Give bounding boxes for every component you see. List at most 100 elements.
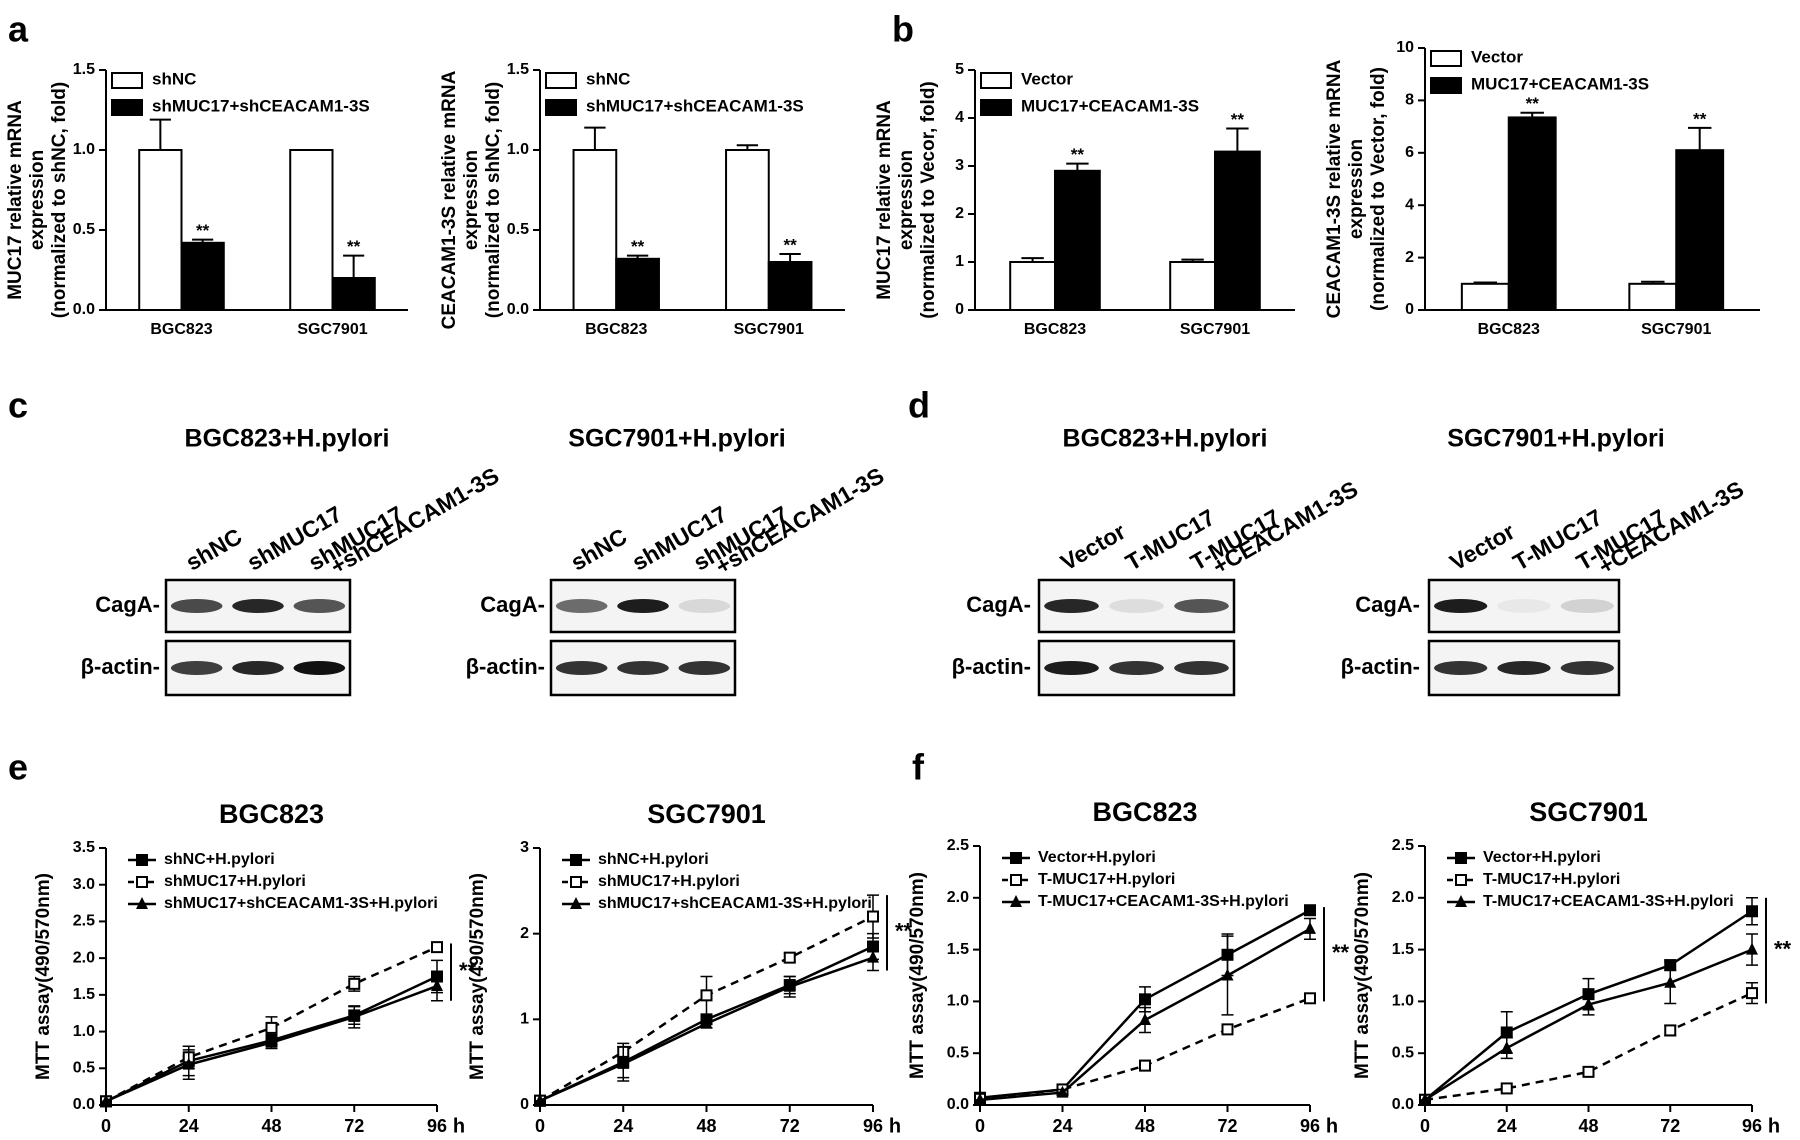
marker [1746,905,1758,918]
bar [331,277,376,311]
marker [1304,904,1316,917]
y-tick-label: 1 [955,253,964,270]
blot-band [1044,661,1099,675]
blot-band [232,661,284,675]
x-tick-label: SGC7901 [1641,321,1711,338]
y-tick-label: 0 [1405,301,1414,318]
legend-marker [570,854,582,866]
blot-band [1174,661,1229,675]
legend-label: shNC+H.pylori [598,851,709,868]
row-label: CagA- [95,592,160,617]
y-axis-label: MTT assay(490/570nm) [33,873,54,1080]
y-tick-label: 8 [1405,92,1414,109]
y-tick-label: 3 [955,157,964,174]
blot-band [1560,661,1614,675]
legend-swatch [980,99,1012,116]
error-bar [1226,127,1249,152]
legend-swatch [111,72,143,89]
legend-label: shNC+H.pylori [164,851,275,868]
error-bar [779,253,801,262]
x-tick-label: 48 [1135,1116,1155,1136]
y-tick-label: 4 [955,109,964,126]
marker [1500,1041,1513,1054]
bar [1675,149,1725,311]
error-bar [343,254,365,278]
x-tick-label: 96 [1742,1116,1762,1136]
y-tick-label: 3 [520,839,529,856]
row-label: CagA- [966,592,1031,617]
y-tick-label: 2.5 [1392,837,1414,854]
marker [1582,1065,1595,1078]
significance-label: ** [783,235,797,254]
bar [1507,116,1557,312]
legend-marker [1455,874,1467,886]
y-tick-label: 0.0 [1392,1096,1414,1113]
y-tick-label: 1.0 [73,1023,95,1040]
y-tick-label: 0.5 [947,1044,969,1061]
y-tick-label: 0.5 [507,221,529,238]
legend-marker [136,876,148,888]
y-axis-label: (normalized to Vecor, fold) [918,81,939,319]
blot-band [678,661,731,675]
x-tick-label: BGC823 [150,321,212,338]
x-unit: h [453,1115,465,1137]
chart-title: BGC823 [219,799,324,829]
x-tick-label: BGC823 [1478,321,1540,338]
bar [615,257,660,311]
bar [1460,282,1510,311]
blot-title: BGC823+H.pylori [1063,425,1268,453]
y-axis-label: CEACAM1-3S relative mRNA [1324,59,1345,318]
row-label: β-actin- [81,654,160,679]
y-axis-label: MTT assay(490/570nm) [1352,872,1373,1079]
x-unit: h [1768,1115,1780,1137]
marker [1304,992,1316,1005]
y-tick-label: 1 [520,1011,529,1028]
y-axis-label: MUC17 relative mRNA [5,100,26,300]
marker [1139,993,1151,1006]
error-bar [1066,162,1089,171]
x-tick-label: 24 [179,1116,199,1136]
x-tick-label: SGC7901 [297,321,367,338]
y-tick-label: 0 [955,301,964,318]
x-tick-label: 96 [1300,1116,1320,1136]
x-tick-label: SGC7901 [1180,321,1250,338]
legend-label: Vector [1021,69,1073,88]
legend-marker [1455,895,1467,907]
significance-label: ** [1231,110,1245,129]
blot-band [678,599,731,613]
marker [1664,975,1677,988]
bar [1054,169,1101,311]
x-tick-label: 72 [780,1116,800,1136]
x-tick-label: 96 [427,1116,447,1136]
marker [1419,1092,1431,1105]
legend-label: MUC17+CEACAM1-3S [1471,74,1649,93]
legend-label: shMUC17+shCEACAM1-3S [152,96,370,115]
legend-swatch [1430,50,1462,67]
y-tick-label: 0.0 [947,1096,969,1113]
y-axis-label: (normalized to shNC, fold) [49,82,70,318]
error-bar [149,118,171,150]
y-axis-label: MTT assay(490/570nm) [467,873,488,1080]
blot-title: BGC823+H.pylori [185,425,390,453]
x-tick-label: 0 [535,1116,545,1136]
y-tick-label: 0 [520,1096,529,1113]
legend-marker [1010,852,1022,864]
lane-label: Vector [1056,518,1130,576]
legend-label: shNC [586,69,630,88]
marker [783,951,796,964]
y-axis-label: expression [896,150,917,250]
blot-band [555,661,608,675]
error-bar [1687,126,1712,151]
marker [534,1093,546,1106]
marker [1500,1082,1513,1095]
marker [783,979,796,992]
bar [572,149,618,311]
blot-band [1434,661,1488,675]
significance-label: ** [895,919,913,944]
marker [431,979,443,992]
legend-swatch [545,72,577,89]
marker [1221,1023,1234,1036]
legend-label: T-MUC17+CEACAM1-3S+H.pylori [1038,893,1289,910]
error-bar [584,126,606,150]
